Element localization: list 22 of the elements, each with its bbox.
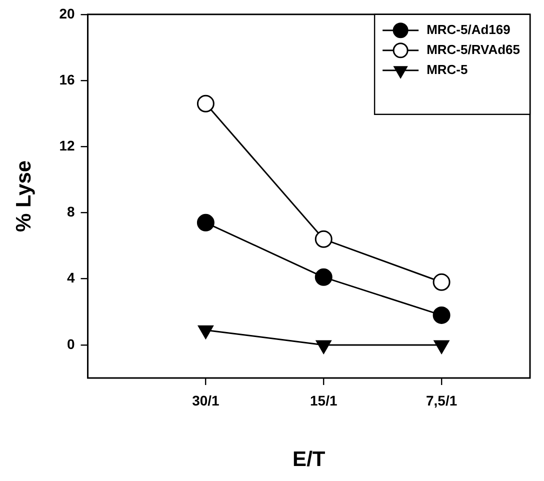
point [314, 230, 332, 248]
x-axis-title: E/T [292, 448, 326, 472]
y-tick-label: 4 [66, 270, 75, 286]
point [314, 268, 332, 286]
y-tick-label: 20 [59, 5, 75, 22]
point [198, 325, 214, 339]
x-tick-label: 15/1 [310, 392, 338, 408]
legend-label: MRC-5/RVAd65 [426, 42, 520, 57]
y-tick-label: 0 [66, 336, 75, 352]
x-tick-label: 30/1 [192, 392, 220, 408]
point [316, 340, 332, 354]
point [432, 306, 450, 324]
y-tick-label: 8 [66, 204, 75, 220]
point [434, 340, 450, 354]
y-tick-label: 12 [59, 137, 75, 154]
x-tick-label: 7,5/1 [426, 392, 458, 408]
legend-label: MRC-5/Ad169 [426, 22, 510, 37]
point [196, 214, 214, 232]
y-tick-label: 16 [59, 71, 75, 88]
y-axis-title: % Lyse [12, 160, 36, 232]
point [432, 273, 450, 291]
legend-label: MRC-5 [426, 62, 468, 77]
